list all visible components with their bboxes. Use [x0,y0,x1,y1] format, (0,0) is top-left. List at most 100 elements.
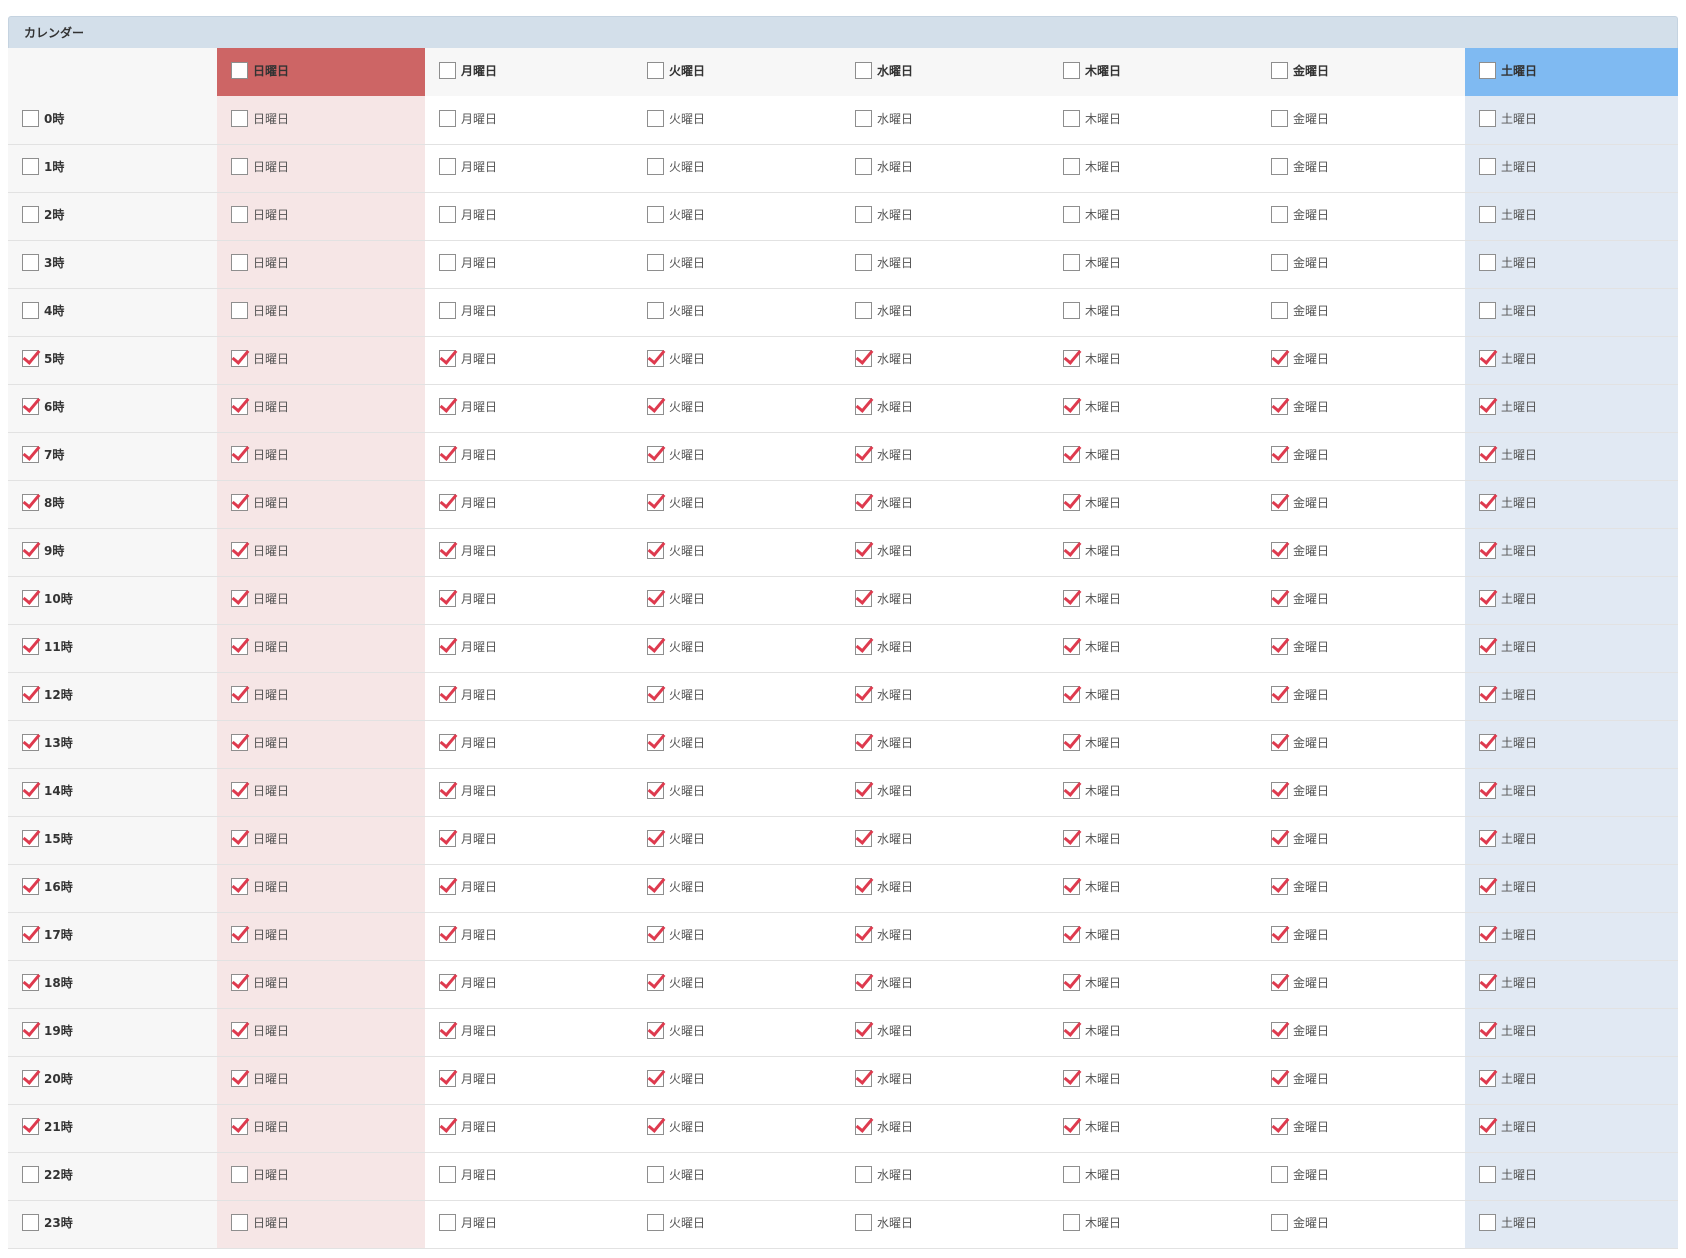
checkbox-icon[interactable] [439,926,456,943]
checkbox-icon[interactable] [1063,974,1080,991]
slot-wednesday-checkbox[interactable]: 水曜日 [855,638,913,655]
checkbox-icon[interactable] [439,974,456,991]
checkbox-icon[interactable] [231,1022,248,1039]
slot-thursday-checkbox[interactable]: 木曜日 [1063,446,1121,463]
slot-saturday-checkbox[interactable]: 土曜日 [1479,1118,1537,1135]
slot-thursday-checkbox[interactable]: 木曜日 [1063,926,1121,943]
checkbox-icon[interactable] [439,590,456,607]
hour-checkbox[interactable]: 1時 [22,158,64,175]
slot-friday-checkbox[interactable]: 金曜日 [1271,590,1329,607]
checkbox-icon[interactable] [439,782,456,799]
slot-monday-checkbox[interactable]: 月曜日 [439,830,497,847]
slot-saturday-checkbox[interactable]: 土曜日 [1479,878,1537,895]
checkbox-icon[interactable] [1479,1166,1496,1183]
slot-wednesday-checkbox[interactable]: 水曜日 [855,302,913,319]
checkbox-icon[interactable] [1271,782,1288,799]
select-all-sunday-checkbox[interactable]: 日曜日 [231,62,289,79]
slot-friday-checkbox[interactable]: 金曜日 [1271,1070,1329,1087]
slot-wednesday-checkbox[interactable]: 水曜日 [855,590,913,607]
slot-friday-checkbox[interactable]: 金曜日 [1271,638,1329,655]
hour-checkbox[interactable]: 10時 [22,590,73,607]
checkbox-icon[interactable] [22,302,39,319]
slot-saturday-checkbox[interactable]: 土曜日 [1479,974,1537,991]
slot-sunday-checkbox[interactable]: 日曜日 [231,878,289,895]
slot-tuesday-checkbox[interactable]: 火曜日 [647,686,705,703]
slot-sunday-checkbox[interactable]: 日曜日 [231,1022,289,1039]
checkbox-icon[interactable] [439,638,456,655]
checkbox-icon[interactable] [1479,350,1496,367]
checkbox-icon[interactable] [439,1070,456,1087]
checkbox-icon[interactable] [855,1070,872,1087]
checkbox-icon[interactable] [855,494,872,511]
slot-sunday-checkbox[interactable]: 日曜日 [231,974,289,991]
slot-wednesday-checkbox[interactable]: 水曜日 [855,878,913,895]
slot-thursday-checkbox[interactable]: 木曜日 [1063,590,1121,607]
checkbox-icon[interactable] [855,1118,872,1135]
slot-tuesday-checkbox[interactable]: 火曜日 [647,878,705,895]
slot-wednesday-checkbox[interactable]: 水曜日 [855,254,913,271]
checkbox-icon[interactable] [1479,782,1496,799]
slot-monday-checkbox[interactable]: 月曜日 [439,1166,497,1183]
checkbox-icon[interactable] [1479,878,1496,895]
slot-saturday-checkbox[interactable]: 土曜日 [1479,302,1537,319]
slot-tuesday-checkbox[interactable]: 火曜日 [647,734,705,751]
slot-monday-checkbox[interactable]: 月曜日 [439,974,497,991]
checkbox-icon[interactable] [1063,446,1080,463]
checkbox-icon[interactable] [231,830,248,847]
checkbox-icon[interactable] [647,62,664,79]
checkbox-icon[interactable] [1271,494,1288,511]
checkbox-icon[interactable] [22,254,39,271]
checkbox-icon[interactable] [231,1118,248,1135]
checkbox-icon[interactable] [1271,1166,1288,1183]
slot-tuesday-checkbox[interactable]: 火曜日 [647,590,705,607]
checkbox-icon[interactable] [647,1166,664,1183]
checkbox-icon[interactable] [1271,1070,1288,1087]
hour-checkbox[interactable]: 22時 [22,1166,73,1183]
checkbox-icon[interactable] [22,686,39,703]
slot-friday-checkbox[interactable]: 金曜日 [1271,1166,1329,1183]
checkbox-icon[interactable] [647,254,664,271]
slot-tuesday-checkbox[interactable]: 火曜日 [647,398,705,415]
checkbox-icon[interactable] [22,350,39,367]
slot-thursday-checkbox[interactable]: 木曜日 [1063,1214,1121,1231]
slot-tuesday-checkbox[interactable]: 火曜日 [647,158,705,175]
checkbox-icon[interactable] [1271,398,1288,415]
checkbox-icon[interactable] [231,878,248,895]
hour-checkbox[interactable]: 4時 [22,302,64,319]
checkbox-icon[interactable] [22,926,39,943]
checkbox-icon[interactable] [1479,638,1496,655]
slot-wednesday-checkbox[interactable]: 水曜日 [855,782,913,799]
hour-checkbox[interactable]: 20時 [22,1070,73,1087]
checkbox-icon[interactable] [855,158,872,175]
checkbox-icon[interactable] [439,1022,456,1039]
slot-tuesday-checkbox[interactable]: 火曜日 [647,350,705,367]
slot-saturday-checkbox[interactable]: 土曜日 [1479,926,1537,943]
slot-saturday-checkbox[interactable]: 土曜日 [1479,830,1537,847]
slot-thursday-checkbox[interactable]: 木曜日 [1063,350,1121,367]
hour-checkbox[interactable]: 0時 [22,109,64,127]
hour-checkbox[interactable]: 3時 [22,254,64,271]
slot-sunday-checkbox[interactable]: 日曜日 [231,398,289,415]
slot-sunday-checkbox[interactable]: 日曜日 [231,1070,289,1087]
checkbox-icon[interactable] [647,494,664,511]
checkbox-icon[interactable] [1479,542,1496,559]
slot-friday-checkbox[interactable]: 金曜日 [1271,494,1329,511]
checkbox-icon[interactable] [855,878,872,895]
slot-thursday-checkbox[interactable]: 木曜日 [1063,1070,1121,1087]
slot-wednesday-checkbox[interactable]: 水曜日 [855,158,913,175]
checkbox-icon[interactable] [22,1166,39,1183]
select-all-monday-checkbox[interactable]: 月曜日 [439,62,497,79]
slot-friday-checkbox[interactable]: 金曜日 [1271,1118,1329,1135]
checkbox-icon[interactable] [855,926,872,943]
checkbox-icon[interactable] [231,350,248,367]
checkbox-icon[interactable] [1063,109,1080,127]
slot-wednesday-checkbox[interactable]: 水曜日 [855,109,913,127]
hour-checkbox[interactable]: 21時 [22,1118,73,1135]
checkbox-icon[interactable] [647,638,664,655]
checkbox-icon[interactable] [22,1214,39,1231]
slot-sunday-checkbox[interactable]: 日曜日 [231,1166,289,1183]
slot-tuesday-checkbox[interactable]: 火曜日 [647,926,705,943]
slot-saturday-checkbox[interactable]: 土曜日 [1479,494,1537,511]
checkbox-icon[interactable] [647,302,664,319]
checkbox-icon[interactable] [439,686,456,703]
